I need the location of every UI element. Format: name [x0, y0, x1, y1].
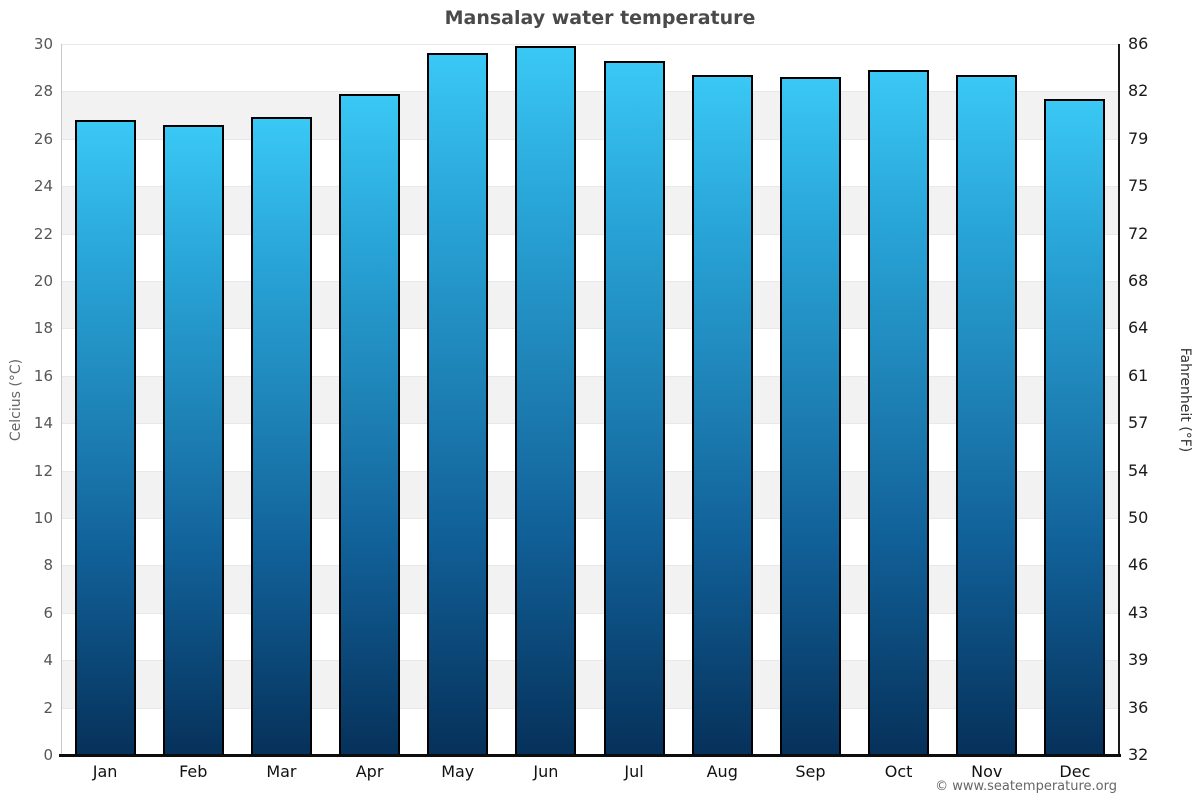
celsius-tick-label: 26: [33, 129, 53, 148]
y-axis-title-fahrenheit: Fahrenheit (°F): [1177, 347, 1193, 453]
bar-aug[interactable]: [691, 74, 753, 755]
gridline: [61, 44, 1119, 45]
gridline: [61, 91, 1119, 93]
celsius-tick-label: 12: [33, 461, 53, 480]
celsius-tick-label: 6: [43, 603, 53, 622]
month-label-nov: Nov: [971, 762, 1003, 781]
gridline: [61, 375, 1119, 377]
fahrenheit-tick-label: 43: [1128, 602, 1149, 622]
fahrenheit-tick-label: 64: [1128, 318, 1149, 338]
gridline: [61, 233, 1119, 235]
celsius-tick-label: 18: [33, 319, 53, 338]
fahrenheit-tick-label: 54: [1128, 460, 1149, 480]
gridline: [61, 138, 1119, 140]
bar-nov[interactable]: [956, 74, 1018, 755]
fahrenheit-tick-label: 86: [1128, 34, 1149, 53]
celsius-tick-label: 8: [43, 556, 53, 575]
grid-band: [61, 470, 1119, 518]
month-label-feb: Feb: [179, 762, 208, 781]
grid-band: [61, 375, 1119, 424]
fahrenheit-tick-label: 39: [1128, 650, 1149, 670]
bar-jun[interactable]: [515, 46, 577, 755]
bar-sep[interactable]: [779, 77, 841, 755]
fahrenheit-tick-label: 46: [1128, 555, 1149, 575]
bar-jan[interactable]: [74, 119, 136, 755]
fahrenheit-tick-label: 36: [1128, 697, 1149, 717]
fahrenheit-tick-label: 50: [1128, 508, 1149, 527]
gridline: [61, 281, 1119, 282]
y-axis-line-celsius: [61, 44, 62, 755]
celsius-tick-label: 0: [43, 746, 53, 764]
grid-band: [61, 660, 1119, 708]
celsius-tick-label: 14: [33, 414, 53, 433]
gridline: [61, 328, 1119, 330]
bar-mar[interactable]: [250, 117, 312, 755]
gridline: [61, 518, 1119, 519]
bar-feb[interactable]: [162, 124, 224, 755]
gridline: [61, 186, 1119, 188]
grid-band: [61, 281, 1119, 329]
gridline: [61, 423, 1119, 425]
fahrenheit-tick-label: 82: [1128, 81, 1149, 101]
fahrenheit-tick-label: 68: [1128, 271, 1149, 290]
month-label-aug: Aug: [706, 762, 738, 781]
celsius-tick-label: 20: [33, 272, 53, 290]
celsius-tick-label: 2: [43, 698, 53, 717]
gridline: [61, 707, 1119, 709]
gridline: [61, 660, 1119, 662]
bar-may[interactable]: [427, 53, 489, 755]
y-axis-title-celsius: Celcius (°C): [8, 358, 24, 442]
month-label-sep: Sep: [795, 762, 826, 781]
celsius-tick-label: 24: [33, 177, 53, 196]
month-label-may: May: [441, 762, 475, 781]
bar-apr[interactable]: [339, 93, 401, 755]
y-axis-line-fahrenheit: [1118, 44, 1120, 757]
bar-dec[interactable]: [1044, 98, 1106, 755]
month-label-dec: Dec: [1059, 762, 1091, 781]
celsius-tick-label: 22: [33, 224, 53, 243]
grid-band: [61, 186, 1119, 234]
celsius-tick-label: 4: [43, 651, 53, 670]
grid-band: [61, 565, 1119, 613]
gridline: [61, 612, 1119, 614]
plot-area: [61, 44, 1119, 755]
grid-band: [61, 91, 1119, 139]
fahrenheit-tick-label: 57: [1128, 413, 1149, 433]
gridline: [61, 565, 1119, 567]
fahrenheit-tick-label: 79: [1128, 128, 1149, 148]
chart-title: Mansalay water temperature: [444, 7, 756, 29]
month-label-apr: Apr: [355, 762, 384, 781]
month-label-oct: Oct: [884, 762, 913, 781]
fahrenheit-tick-label: 75: [1128, 176, 1149, 196]
fahrenheit-tick-label: 32: [1128, 745, 1149, 764]
month-label-jan: Jan: [92, 762, 118, 781]
fahrenheit-tick-label: 61: [1128, 365, 1149, 385]
gridline: [61, 470, 1119, 472]
celsius-tick-label: 16: [33, 366, 53, 385]
month-label-jul: Jul: [624, 762, 644, 781]
celsius-tick-label: 28: [33, 82, 53, 101]
month-label-jun: Jun: [533, 762, 559, 781]
celsius-tick-label: 30: [33, 35, 53, 53]
seatemperature-link[interactable]: © www.seatemperature.org: [935, 779, 1117, 794]
fahrenheit-tick-label: 72: [1128, 223, 1149, 243]
x-axis-line: [59, 754, 1121, 757]
bar-jul[interactable]: [603, 60, 665, 755]
month-label-mar: Mar: [266, 762, 297, 781]
celsius-tick-label: 10: [33, 509, 53, 527]
copyright-footer: © www.seatemperature.org: [935, 779, 1117, 794]
bar-oct[interactable]: [868, 70, 930, 755]
